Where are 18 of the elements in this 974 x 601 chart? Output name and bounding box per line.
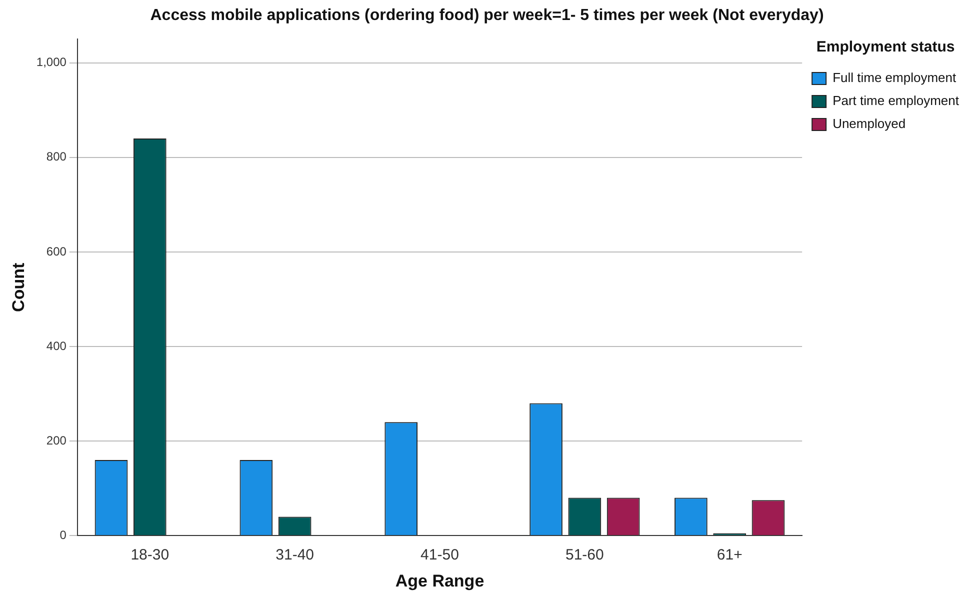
x-tick-label: 41-50	[420, 546, 459, 564]
y-tick-label: 600	[46, 244, 67, 258]
x-tick-label: 31-40	[276, 546, 314, 564]
chart-title: Access mobile applications (ordering food) per week=1- 5 times per week (Not everyday)	[150, 7, 824, 24]
legend-label: Part time employment	[832, 93, 960, 108]
legend-label: Full time employment	[832, 70, 956, 86]
legend-title: Employment status	[816, 38, 955, 56]
y-tick-label: 400	[46, 338, 67, 353]
x-axis-title: Age Range	[395, 571, 484, 590]
x-tick-label: 18-30	[130, 546, 170, 564]
y-tick-label: 800	[46, 150, 67, 164]
x-tick-label: 61+	[716, 546, 743, 564]
legend-label: Unemployed	[832, 116, 906, 132]
y-tick-label: 0	[60, 528, 67, 542]
x-tick-label: 51-60	[565, 546, 604, 564]
y-axis-title: Count	[8, 262, 28, 312]
y-tick-label: 200	[46, 433, 67, 448]
y-tick-label: 1,000	[36, 55, 67, 70]
